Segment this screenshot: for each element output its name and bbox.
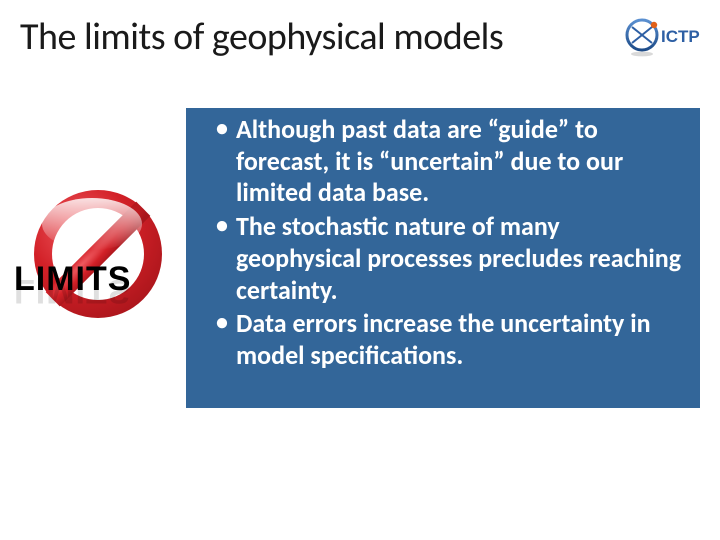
bullet-item: The stochastic nature of many geophysica… bbox=[216, 211, 682, 306]
bullet-list: Although past data are “guide” to foreca… bbox=[216, 114, 682, 372]
logo-text: ICTP bbox=[661, 27, 700, 46]
bullet-item: Although past data are “guide” to foreca… bbox=[216, 114, 682, 209]
bullet-item: Data errors increase the uncertainty in … bbox=[216, 308, 682, 371]
slide: The limits of geophysical models ICTP bbox=[0, 0, 720, 540]
bullet-box: Although past data are “guide” to foreca… bbox=[186, 108, 700, 408]
limits-word: LIMITS bbox=[14, 260, 131, 299]
ictp-logo: ICTP bbox=[624, 10, 702, 60]
slide-title: The limits of geophysical models bbox=[20, 14, 503, 60]
